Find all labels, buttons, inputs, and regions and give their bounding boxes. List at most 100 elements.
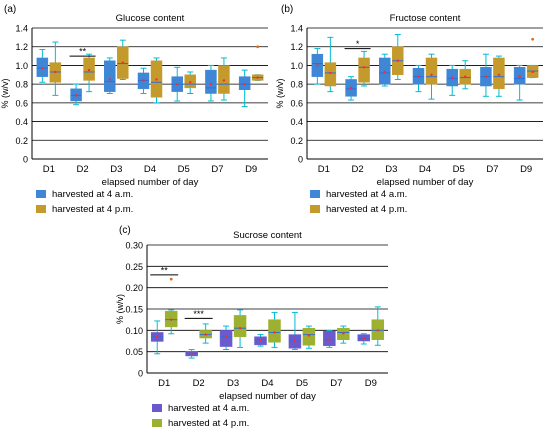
- x-tick-label: D4: [261, 378, 273, 389]
- x-tick-label: D2: [351, 164, 363, 175]
- mean-marker: [531, 70, 534, 74]
- y-tick-label: 1.0: [290, 61, 303, 71]
- mean-marker: [497, 73, 501, 76]
- box-harvested-at-4-a-m--d5: [171, 66, 183, 102]
- chart-title: Sucrose content: [233, 230, 302, 241]
- box-harvested-at-4-a-m--d7: [480, 53, 492, 97]
- y-tick-label: 0.05: [125, 347, 143, 357]
- y-tick-label: 0.2: [15, 136, 28, 146]
- mean-marker: [362, 66, 366, 69]
- legend-swatch: [36, 190, 46, 198]
- x-tick-label: D2: [76, 164, 88, 175]
- box-body: [358, 57, 370, 83]
- box-harvested-at-4-p-m--d5: [184, 71, 196, 94]
- box-harvested-at-4-a-m--d1: [150, 320, 164, 355]
- box-harvested-at-4-a-m--d9: [357, 333, 371, 345]
- y-axis-label: % (w/v): [0, 79, 10, 109]
- y-tick-label: 0.6: [290, 98, 303, 108]
- mean-marker: [316, 64, 319, 67]
- legend-label: harvested at 4 a.m.: [52, 189, 133, 200]
- box-harvested-at-4-a-m--d5: [288, 311, 302, 351]
- x-tick-label: D1: [43, 164, 55, 175]
- mean-marker: [155, 78, 158, 81]
- x-tick-label: D2: [193, 378, 205, 389]
- y-tick-label: 0: [23, 155, 28, 165]
- mean-marker: [328, 338, 331, 341]
- box-harvested-at-4-a-m--d2: [70, 83, 82, 106]
- mean-marker: [349, 86, 353, 90]
- y-tick-label: 1.4: [290, 24, 303, 34]
- legend-swatch: [310, 205, 320, 213]
- box-harvested-at-4-a-m--d4: [137, 67, 150, 94]
- x-tick-label: D3: [110, 164, 122, 175]
- mean-marker: [329, 71, 332, 75]
- legend-label: harvested at 4 p.m.: [168, 418, 249, 429]
- box-harvested-at-4-a-m--d4: [412, 64, 425, 93]
- significance-label: **: [79, 47, 87, 57]
- mean-marker: [383, 70, 386, 74]
- x-tick-label: D9: [245, 164, 257, 175]
- mean-marker: [54, 70, 57, 74]
- box-harvested-at-4-a-m--d9: [238, 69, 251, 108]
- y-tick-label: 1.0: [15, 61, 28, 71]
- box-harvested-at-4-a-m--d2: [345, 76, 357, 101]
- legend-label: harvested at 4 p.m.: [326, 204, 407, 215]
- chart-title: Fructose content: [390, 13, 461, 24]
- mean-marker: [464, 75, 467, 78]
- box-body: [324, 62, 337, 87]
- box-harvested-at-4-p-m--d9: [526, 37, 539, 79]
- x-tick-label: D3: [385, 164, 397, 175]
- legend-swatch: [310, 190, 320, 198]
- x-tick-label: D4: [144, 164, 156, 175]
- significance-label: *: [356, 39, 360, 49]
- mean-marker: [170, 318, 173, 321]
- mean-marker: [243, 82, 246, 86]
- box-harvested-at-4-p-m--d3: [117, 39, 129, 80]
- legend-label: harvested at 4 p.m.: [52, 204, 133, 215]
- x-axis-label: elapsed number of day: [102, 177, 199, 188]
- outlier-point: [256, 45, 260, 49]
- box-harvested-at-4-p-m--d5: [302, 325, 316, 349]
- mean-marker: [108, 78, 111, 81]
- significance-label: **: [161, 265, 169, 275]
- mean-marker: [451, 76, 454, 79]
- panel-label: (a): [4, 4, 16, 15]
- legend-label: harvested at 4 a.m.: [326, 189, 407, 200]
- mean-marker: [209, 82, 213, 86]
- panel-1: (a) Glucose content 0 0.2 0.4 0.6 0.8 1.0 1.2 1.4…: [0, 4, 268, 215]
- y-tick-label: 0.8: [15, 80, 28, 90]
- panel-2: (b) Fructose content 0 0.2 0.4 0.6 0.8 1.0 1.2 1.…: [275, 4, 543, 215]
- y-tick-label: 0.8: [290, 80, 303, 90]
- y-tick-label: 0.4: [290, 117, 303, 127]
- y-tick-label: 1.2: [15, 42, 28, 52]
- box-harvested-at-4-p-m--d7: [218, 57, 230, 101]
- panel-3: (c) Sucrose content 0 0.05 0.10 0.15 0.20 0.25 0…: [115, 225, 388, 429]
- box-body: [233, 315, 247, 337]
- y-axis-label: % (w/v): [115, 294, 125, 324]
- mean-marker: [430, 73, 433, 76]
- box-harvested-at-4-a-m--d3: [104, 57, 116, 94]
- box-harvested-at-4-a-m--d2: [185, 349, 198, 359]
- x-tick-label: D5: [453, 164, 465, 175]
- x-tick-label: D7: [330, 378, 342, 389]
- mean-marker: [396, 59, 399, 62]
- mean-marker: [362, 337, 365, 340]
- mean-marker: [74, 94, 78, 97]
- panel-label: (c): [119, 225, 131, 236]
- x-tick-label: D9: [365, 378, 377, 389]
- mean-marker: [121, 61, 124, 64]
- mean-marker: [189, 81, 192, 84]
- mean-marker: [259, 338, 262, 342]
- x-tick-label: D1: [318, 164, 330, 175]
- mean-marker: [41, 67, 44, 70]
- mean-marker: [273, 331, 276, 334]
- mean-marker: [342, 332, 345, 335]
- box-harvested-at-4-p-m--d3: [233, 309, 247, 348]
- x-tick-label: D7: [211, 164, 223, 175]
- x-tick-label: D5: [296, 378, 308, 389]
- legend-swatch: [152, 419, 162, 427]
- box-harvested-at-4-a-m--d9: [513, 64, 526, 101]
- box-body: [302, 327, 316, 346]
- box-body: [104, 60, 116, 92]
